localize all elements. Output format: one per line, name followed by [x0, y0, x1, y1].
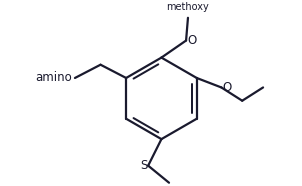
Text: S: S — [140, 159, 147, 172]
Text: methoxy: methoxy — [167, 2, 209, 12]
Text: O: O — [222, 81, 232, 94]
Text: O: O — [187, 34, 196, 47]
Text: amino: amino — [35, 71, 72, 84]
